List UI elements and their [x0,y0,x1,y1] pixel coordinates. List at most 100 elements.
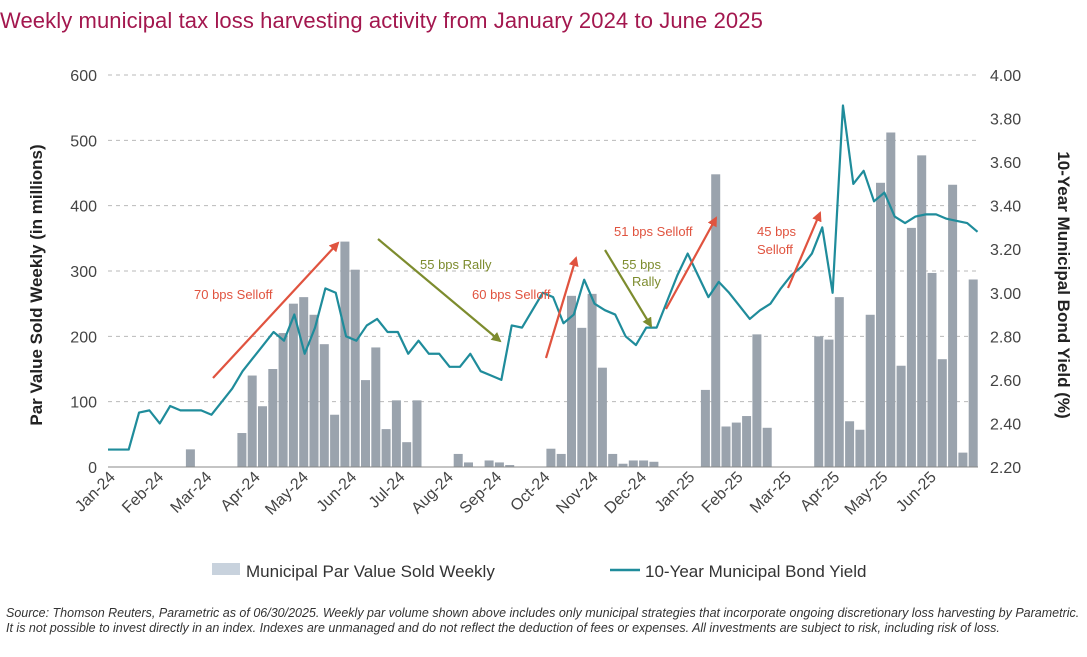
x-tick-label: Feb-24 [119,469,167,517]
x-tick-label: Oct-24 [508,469,554,515]
x-tick-label: Feb-25 [699,469,747,517]
legend-bar-swatch [212,563,240,575]
y-right-tick-label: 2.80 [990,329,1021,346]
bar [258,406,267,467]
annotation-label: 45 bps [757,224,797,239]
y-right-tick-label: 3.00 [990,286,1021,303]
x-tick-label: May-25 [842,469,892,519]
bar [247,375,257,467]
bar [597,367,607,467]
annotation-label: 51 bps Selloff [614,224,693,239]
bar [278,333,288,467]
bar [876,182,885,468]
annotation-label: 60 bps Selloff [472,287,551,302]
bar [381,429,391,467]
annotation-label: 55 bps Rally [420,257,492,272]
y-right-tick-label: 3.20 [990,242,1021,259]
bar [494,462,504,467]
line-series [108,104,979,451]
y-right-tick-label: 4.00 [990,68,1021,85]
bar [505,465,515,467]
selloff-arrow [665,216,717,310]
gridlines [108,74,978,403]
yield-line [108,104,979,451]
bar [371,347,381,467]
bar-series [185,132,978,468]
bar [628,460,638,467]
selloff-arrow [786,211,822,289]
bar [886,132,896,467]
bar [855,429,865,467]
y-axis-right-title: 10-Year Municipal Bond Yield (%) [1054,151,1073,418]
legend-line-label: 10-Year Municipal Bond Yield [645,562,866,581]
x-tick-label: Jun-25 [893,469,940,516]
bar [484,460,494,467]
x-tick-label: Apr-25 [797,469,843,515]
chart-title: Weekly municipal tax loss harvesting act… [0,8,763,33]
bar [350,269,360,467]
bar [567,295,576,467]
bar [330,414,340,467]
x-tick-label: May-24 [262,469,312,519]
legend-bar-label: Municipal Par Value Sold Weekly [246,562,495,581]
y-left-tick-label: 100 [70,395,97,412]
x-tick-label: Mar-25 [747,469,795,517]
rally-arrow [604,249,653,328]
bar [268,369,278,467]
bar [299,297,309,467]
x-tick-label: Apr-24 [218,469,264,515]
bar [185,449,195,467]
y-right-tick-label: 3.40 [990,199,1021,216]
bar [412,400,422,467]
bar [288,303,298,467]
bar [464,462,473,467]
bar [742,416,752,467]
x-tick-label: Jul-24 [366,469,409,512]
bar [319,344,329,467]
bar [968,279,978,467]
legend: Municipal Par Value Sold Weekly 10-Year … [212,562,866,581]
x-tick-label: Sep-24 [457,469,506,518]
bar [814,336,824,467]
rally-arrow [377,238,502,343]
bar [391,400,401,467]
bar [556,453,566,467]
y-right-tick-label: 3.80 [990,112,1021,129]
x-tick-label: Aug-24 [408,469,457,518]
annotation-label: 70 bps Selloff [194,287,273,302]
bar [845,421,855,467]
bar [453,453,463,467]
bar [608,453,618,467]
y-axis-left-title: Par Value Sold Weekly (in millions) [27,144,46,425]
bar [865,314,875,467]
y-left-tick-label: 600 [70,68,97,85]
annotation-label: Selloff [757,242,793,257]
bar [361,380,370,467]
annotations: 70 bps Selloff 55 bps Rally 60 bps Selloff… [194,211,822,379]
selloff-arrow [544,256,579,359]
y-left-tick-label: 0 [88,460,97,477]
bar [721,426,731,467]
bar [937,359,947,467]
bar [917,155,927,468]
bar [958,452,968,467]
bar [649,461,659,467]
y-right-tick-label: 2.60 [990,373,1021,390]
bar [906,227,916,467]
source-note: Source: Thomson Reuters, Parametric as o… [6,606,1080,635]
x-tick-label: Jun-24 [314,469,361,516]
bar [700,389,710,467]
bar [309,314,319,467]
bar [340,241,350,467]
y-left-tick-label: 400 [70,199,97,216]
bar [618,463,628,467]
x-tick-label: Jan-25 [652,469,699,516]
y-left-tick-label: 300 [70,264,97,281]
selloff-arrow [212,241,340,379]
bar [402,442,412,467]
bar [752,334,762,467]
bar [639,460,649,467]
bar [762,427,772,467]
bar [948,184,958,467]
y-right-tick-label: 2.40 [990,416,1021,433]
